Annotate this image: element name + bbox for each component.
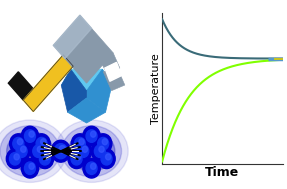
Circle shape: [21, 158, 39, 178]
Polygon shape: [67, 98, 106, 123]
Circle shape: [33, 134, 50, 153]
Circle shape: [13, 141, 30, 161]
Polygon shape: [105, 62, 121, 81]
Ellipse shape: [0, 120, 67, 182]
Circle shape: [98, 149, 115, 169]
Circle shape: [75, 154, 81, 160]
Polygon shape: [8, 72, 33, 100]
Polygon shape: [103, 66, 125, 91]
Polygon shape: [100, 53, 120, 76]
Circle shape: [29, 163, 34, 169]
Circle shape: [106, 154, 111, 160]
Polygon shape: [53, 15, 113, 83]
Circle shape: [91, 131, 96, 137]
Circle shape: [94, 134, 112, 153]
Circle shape: [86, 130, 97, 142]
Circle shape: [101, 153, 112, 165]
Circle shape: [44, 154, 49, 160]
Circle shape: [59, 146, 66, 153]
Circle shape: [24, 130, 36, 142]
Circle shape: [71, 153, 82, 165]
Circle shape: [21, 146, 26, 152]
Circle shape: [37, 146, 42, 152]
Circle shape: [33, 145, 44, 157]
Circle shape: [54, 144, 67, 159]
Circle shape: [30, 141, 47, 161]
Circle shape: [68, 149, 85, 169]
Circle shape: [16, 145, 27, 157]
Circle shape: [14, 154, 19, 160]
Circle shape: [6, 149, 24, 169]
Ellipse shape: [0, 126, 60, 177]
Polygon shape: [87, 69, 112, 112]
Ellipse shape: [55, 120, 128, 182]
Ellipse shape: [62, 126, 121, 177]
Circle shape: [94, 145, 105, 157]
Circle shape: [36, 149, 54, 169]
Ellipse shape: [68, 131, 115, 171]
Circle shape: [74, 137, 86, 150]
Circle shape: [98, 137, 109, 150]
Polygon shape: [53, 15, 92, 59]
Polygon shape: [61, 69, 112, 91]
Polygon shape: [61, 69, 87, 112]
Ellipse shape: [7, 131, 53, 171]
Circle shape: [86, 162, 97, 174]
Circle shape: [91, 163, 96, 169]
Circle shape: [9, 153, 20, 165]
Circle shape: [99, 146, 104, 152]
Circle shape: [78, 145, 89, 157]
Circle shape: [41, 139, 46, 145]
Circle shape: [83, 126, 100, 146]
Circle shape: [36, 137, 47, 150]
Circle shape: [75, 141, 92, 161]
Circle shape: [51, 140, 70, 162]
Circle shape: [39, 153, 51, 165]
Circle shape: [83, 158, 100, 178]
Circle shape: [29, 131, 34, 137]
Circle shape: [10, 134, 27, 153]
Circle shape: [82, 146, 88, 152]
Circle shape: [79, 139, 84, 145]
Circle shape: [102, 139, 108, 145]
Circle shape: [24, 162, 36, 174]
Circle shape: [21, 126, 39, 146]
Polygon shape: [23, 55, 73, 112]
Circle shape: [17, 139, 23, 145]
Y-axis label: Temperature: Temperature: [151, 53, 161, 124]
X-axis label: Time: Time: [205, 166, 240, 179]
Circle shape: [13, 137, 24, 150]
Circle shape: [71, 134, 89, 153]
Circle shape: [91, 141, 108, 161]
